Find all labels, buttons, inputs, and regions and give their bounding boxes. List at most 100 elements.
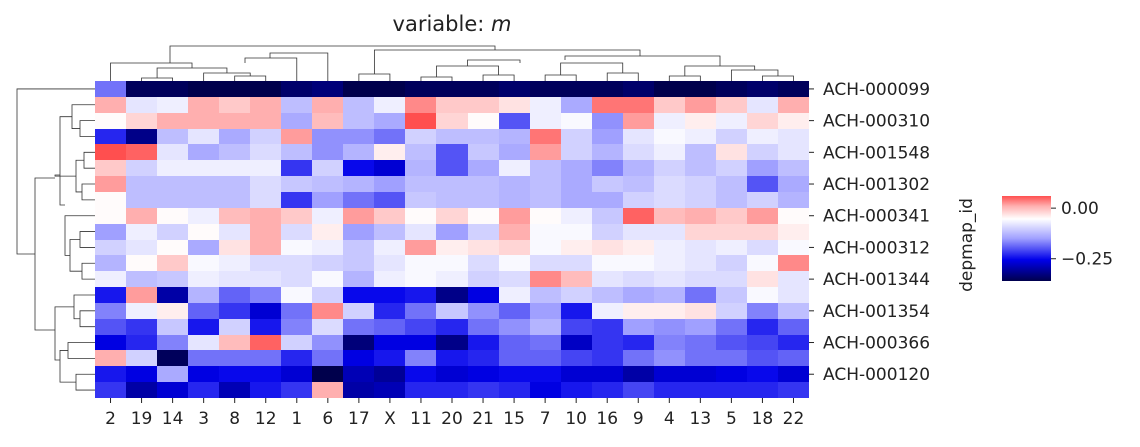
heatmap-cell bbox=[716, 192, 747, 208]
heatmap-cell bbox=[126, 81, 157, 97]
heatmap-cell bbox=[716, 382, 747, 398]
heatmap-cell bbox=[747, 208, 778, 224]
heatmap-cell bbox=[95, 240, 126, 255]
heatmap-cell bbox=[157, 192, 188, 208]
heatmap-cell bbox=[312, 192, 343, 208]
heatmap-cell bbox=[157, 129, 188, 144]
heatmap-cell bbox=[436, 255, 468, 271]
heatmap-cell bbox=[685, 255, 716, 271]
heatmap-cell bbox=[747, 160, 778, 176]
heatmap-cell bbox=[468, 350, 499, 366]
heatmap-cell bbox=[436, 303, 468, 319]
heatmap-cell bbox=[623, 144, 654, 160]
heatmap-cell bbox=[343, 113, 374, 129]
heatmap-cell bbox=[95, 224, 126, 240]
heatmap-cell bbox=[623, 287, 654, 303]
dendrogram-link bbox=[59, 116, 72, 206]
heatmap-cell bbox=[188, 240, 219, 255]
x-tick-label: 16 bbox=[596, 409, 618, 429]
heatmap-cell bbox=[685, 287, 716, 303]
heatmap-cell bbox=[95, 113, 126, 129]
heatmap-cell bbox=[436, 113, 468, 129]
heatmap-cell bbox=[654, 160, 685, 176]
heatmap-cell bbox=[561, 160, 592, 176]
heatmap-cell bbox=[747, 192, 778, 208]
heatmap-cell bbox=[436, 240, 468, 255]
dendrogram-link bbox=[244, 57, 298, 81]
heatmap-cell bbox=[561, 287, 592, 303]
heatmap-cell bbox=[436, 160, 468, 176]
dendrogram-link bbox=[269, 52, 329, 81]
heatmap-cell bbox=[685, 81, 716, 97]
heatmap-cell bbox=[312, 240, 343, 255]
heatmap-cell bbox=[778, 192, 809, 208]
heatmap-cell bbox=[281, 160, 312, 176]
heatmap-cell bbox=[343, 382, 374, 398]
heatmap-cell bbox=[312, 303, 343, 319]
heatmap-cell bbox=[188, 129, 219, 144]
dendrogram-link bbox=[606, 72, 639, 81]
heatmap-cell bbox=[778, 129, 809, 144]
heatmap-cell bbox=[778, 303, 809, 319]
heatmap-cell bbox=[343, 192, 374, 208]
heatmap-cell bbox=[374, 319, 405, 335]
heatmap-cell bbox=[436, 97, 468, 113]
heatmap-cell bbox=[95, 176, 126, 192]
heatmap-cell bbox=[499, 366, 530, 382]
heatmap-cell bbox=[561, 382, 592, 398]
heatmap-cell bbox=[95, 366, 126, 382]
heatmap-cell bbox=[374, 144, 405, 160]
heatmap-cell bbox=[219, 350, 250, 366]
heatmap-cell bbox=[250, 208, 281, 224]
heatmap-cell bbox=[126, 176, 157, 192]
heatmap-cell bbox=[343, 287, 374, 303]
heatmap-cell bbox=[468, 160, 499, 176]
heatmap-cell bbox=[250, 303, 281, 319]
heatmap-cell bbox=[219, 271, 250, 287]
heatmap-cell bbox=[654, 113, 685, 129]
heatmap-cell bbox=[126, 208, 157, 224]
heatmap-cell bbox=[436, 382, 468, 398]
dendrogram-link bbox=[73, 294, 95, 320]
heatmap-cell bbox=[654, 224, 685, 240]
x-tick-label: 22 bbox=[783, 409, 805, 429]
heatmap-cell bbox=[188, 81, 219, 97]
heatmap-cell bbox=[654, 81, 685, 97]
heatmap-cell bbox=[126, 335, 157, 350]
heatmap-cell bbox=[685, 224, 716, 240]
heatmap-cell bbox=[654, 287, 685, 303]
heatmap-cell bbox=[219, 303, 250, 319]
heatmap-cell bbox=[343, 176, 374, 192]
heatmap-cell bbox=[654, 303, 685, 319]
heatmap-cell bbox=[592, 192, 623, 208]
heatmap-cell bbox=[468, 287, 499, 303]
heatmap-cell bbox=[374, 208, 405, 224]
heatmap-cell bbox=[374, 382, 405, 398]
heatmap-cell bbox=[126, 319, 157, 335]
dendrogram-link bbox=[544, 74, 577, 81]
colorbar-tick-label: 0.00 bbox=[1061, 199, 1099, 219]
heatmap-cell bbox=[778, 350, 809, 366]
heatmap-cell bbox=[716, 97, 747, 113]
heatmap-cell bbox=[468, 129, 499, 144]
heatmap-cell bbox=[747, 255, 778, 271]
x-tick-labels: 2 19 14 3 8 12 1 6 17 X 11 20 21 15 7 10 16 9 4 13 5 18 22 bbox=[105, 398, 804, 429]
dendrogram-link bbox=[75, 159, 84, 193]
heatmap-cell bbox=[436, 176, 468, 192]
heatmap-cell bbox=[95, 160, 126, 176]
heatmap-cell bbox=[219, 366, 250, 382]
heatmap-cell bbox=[405, 224, 436, 240]
heatmap-cell bbox=[592, 303, 623, 319]
heatmap-cell bbox=[747, 81, 778, 97]
heatmap-cell bbox=[716, 350, 747, 366]
y-tick-label: ACH-001344 bbox=[823, 270, 930, 290]
heatmap-cell bbox=[530, 350, 561, 366]
heatmap-cell bbox=[499, 255, 530, 271]
heatmap-cell bbox=[188, 160, 219, 176]
heatmap-cell bbox=[561, 176, 592, 192]
heatmap-cell bbox=[281, 319, 312, 335]
heatmap-cell bbox=[374, 81, 405, 97]
heatmap-cell bbox=[685, 97, 716, 113]
heatmap-cell bbox=[561, 271, 592, 287]
heatmap-cell bbox=[623, 271, 654, 287]
